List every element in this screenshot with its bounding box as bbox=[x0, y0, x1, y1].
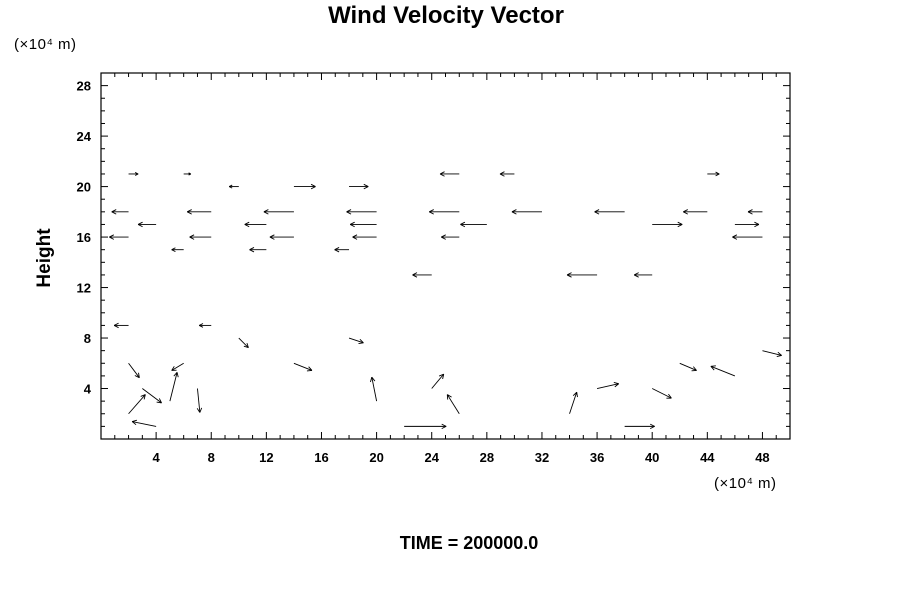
wind-vector bbox=[199, 323, 212, 328]
wind-vector bbox=[128, 363, 140, 379]
wind-vector bbox=[511, 209, 542, 215]
wind-vector bbox=[109, 234, 129, 240]
x-tick-label: 12 bbox=[259, 450, 273, 465]
y-axis-label: Height bbox=[34, 228, 55, 288]
wind-vector bbox=[171, 362, 184, 371]
wind-vector bbox=[142, 388, 162, 404]
wind-vector bbox=[349, 183, 369, 190]
wind-vector bbox=[404, 423, 447, 430]
wind-vector bbox=[596, 382, 619, 389]
wind-vector bbox=[352, 234, 377, 240]
wind-vector bbox=[249, 247, 267, 253]
y-tick-label: 20 bbox=[77, 180, 91, 195]
chart-title: Wind Velocity Vector bbox=[328, 2, 564, 29]
wind-vector bbox=[412, 272, 432, 278]
wind-vector bbox=[747, 209, 763, 215]
wind-vector bbox=[171, 247, 184, 252]
wind-vector bbox=[244, 221, 267, 228]
y-tick-label: 16 bbox=[77, 230, 91, 245]
wind-vector bbox=[189, 234, 212, 240]
wind-vector bbox=[499, 171, 515, 177]
wind-vector bbox=[651, 388, 672, 399]
wind-vector bbox=[707, 171, 720, 177]
x-tick-label: 40 bbox=[645, 450, 659, 465]
x-tick-label: 16 bbox=[314, 450, 328, 465]
wind-vector bbox=[238, 337, 249, 349]
wind-vector bbox=[128, 394, 146, 415]
wind-vector bbox=[429, 209, 460, 215]
wind-vector bbox=[762, 350, 782, 358]
wind-vector bbox=[128, 172, 139, 176]
wind-vector bbox=[293, 362, 313, 372]
wind-vector bbox=[633, 272, 653, 278]
x-tick-label: 24 bbox=[424, 450, 439, 465]
wind-vector bbox=[732, 234, 763, 240]
wind-vector bbox=[346, 209, 377, 215]
wind-vector bbox=[348, 337, 364, 345]
y-tick-label: 24 bbox=[77, 129, 92, 144]
vector-field bbox=[109, 171, 782, 430]
y-unit-label: (×10⁴ m) bbox=[14, 36, 77, 53]
wind-vector bbox=[169, 372, 179, 402]
y-tick-label: 4 bbox=[84, 382, 92, 397]
wind-vector bbox=[439, 171, 460, 177]
wind-vector bbox=[679, 362, 697, 372]
wind-vector bbox=[594, 209, 625, 215]
x-unit-label: (×10⁴ m) bbox=[714, 475, 777, 492]
x-tick-label: 8 bbox=[208, 450, 215, 465]
wind-vector bbox=[683, 209, 708, 215]
wind-vector bbox=[431, 373, 445, 389]
wind-vector bbox=[566, 272, 598, 278]
wind-vector bbox=[460, 221, 487, 228]
y-tick-label: 12 bbox=[77, 281, 91, 296]
wind-vector bbox=[334, 247, 350, 253]
wind-vector bbox=[131, 419, 157, 427]
wind-vector bbox=[228, 184, 239, 189]
x-tick-label: 20 bbox=[369, 450, 383, 465]
wind-vector bbox=[269, 234, 294, 240]
wind-vector bbox=[137, 221, 157, 228]
wind-vector bbox=[652, 221, 683, 228]
wind-vector bbox=[293, 183, 316, 190]
x-tick-label: 48 bbox=[755, 450, 769, 465]
y-tick-label: 8 bbox=[84, 331, 91, 346]
x-tick-label: 36 bbox=[590, 450, 604, 465]
wind-vector bbox=[441, 234, 460, 240]
wind-vector bbox=[183, 172, 192, 176]
wind-vector bbox=[370, 376, 378, 402]
x-tick-label: 28 bbox=[480, 450, 494, 465]
wind-vector bbox=[710, 365, 736, 377]
plot-frame bbox=[100, 72, 791, 440]
wind-vector bbox=[734, 221, 760, 228]
wind-vector bbox=[113, 322, 129, 329]
wind-vector bbox=[446, 394, 460, 414]
wind-vector bbox=[349, 221, 377, 228]
wind-vector bbox=[624, 423, 655, 430]
wind-vector bbox=[111, 209, 129, 215]
x-tick-label: 4 bbox=[153, 450, 161, 465]
x-tick-label: 32 bbox=[535, 450, 549, 465]
wind-vector bbox=[569, 391, 578, 414]
wind-vector bbox=[187, 209, 212, 215]
wind-vector bbox=[196, 388, 203, 413]
time-label: TIME = 200000.0 bbox=[400, 533, 539, 553]
y-tick-label: 28 bbox=[77, 79, 91, 94]
x-tick-label: 44 bbox=[700, 450, 715, 465]
wind-vector bbox=[263, 209, 294, 215]
